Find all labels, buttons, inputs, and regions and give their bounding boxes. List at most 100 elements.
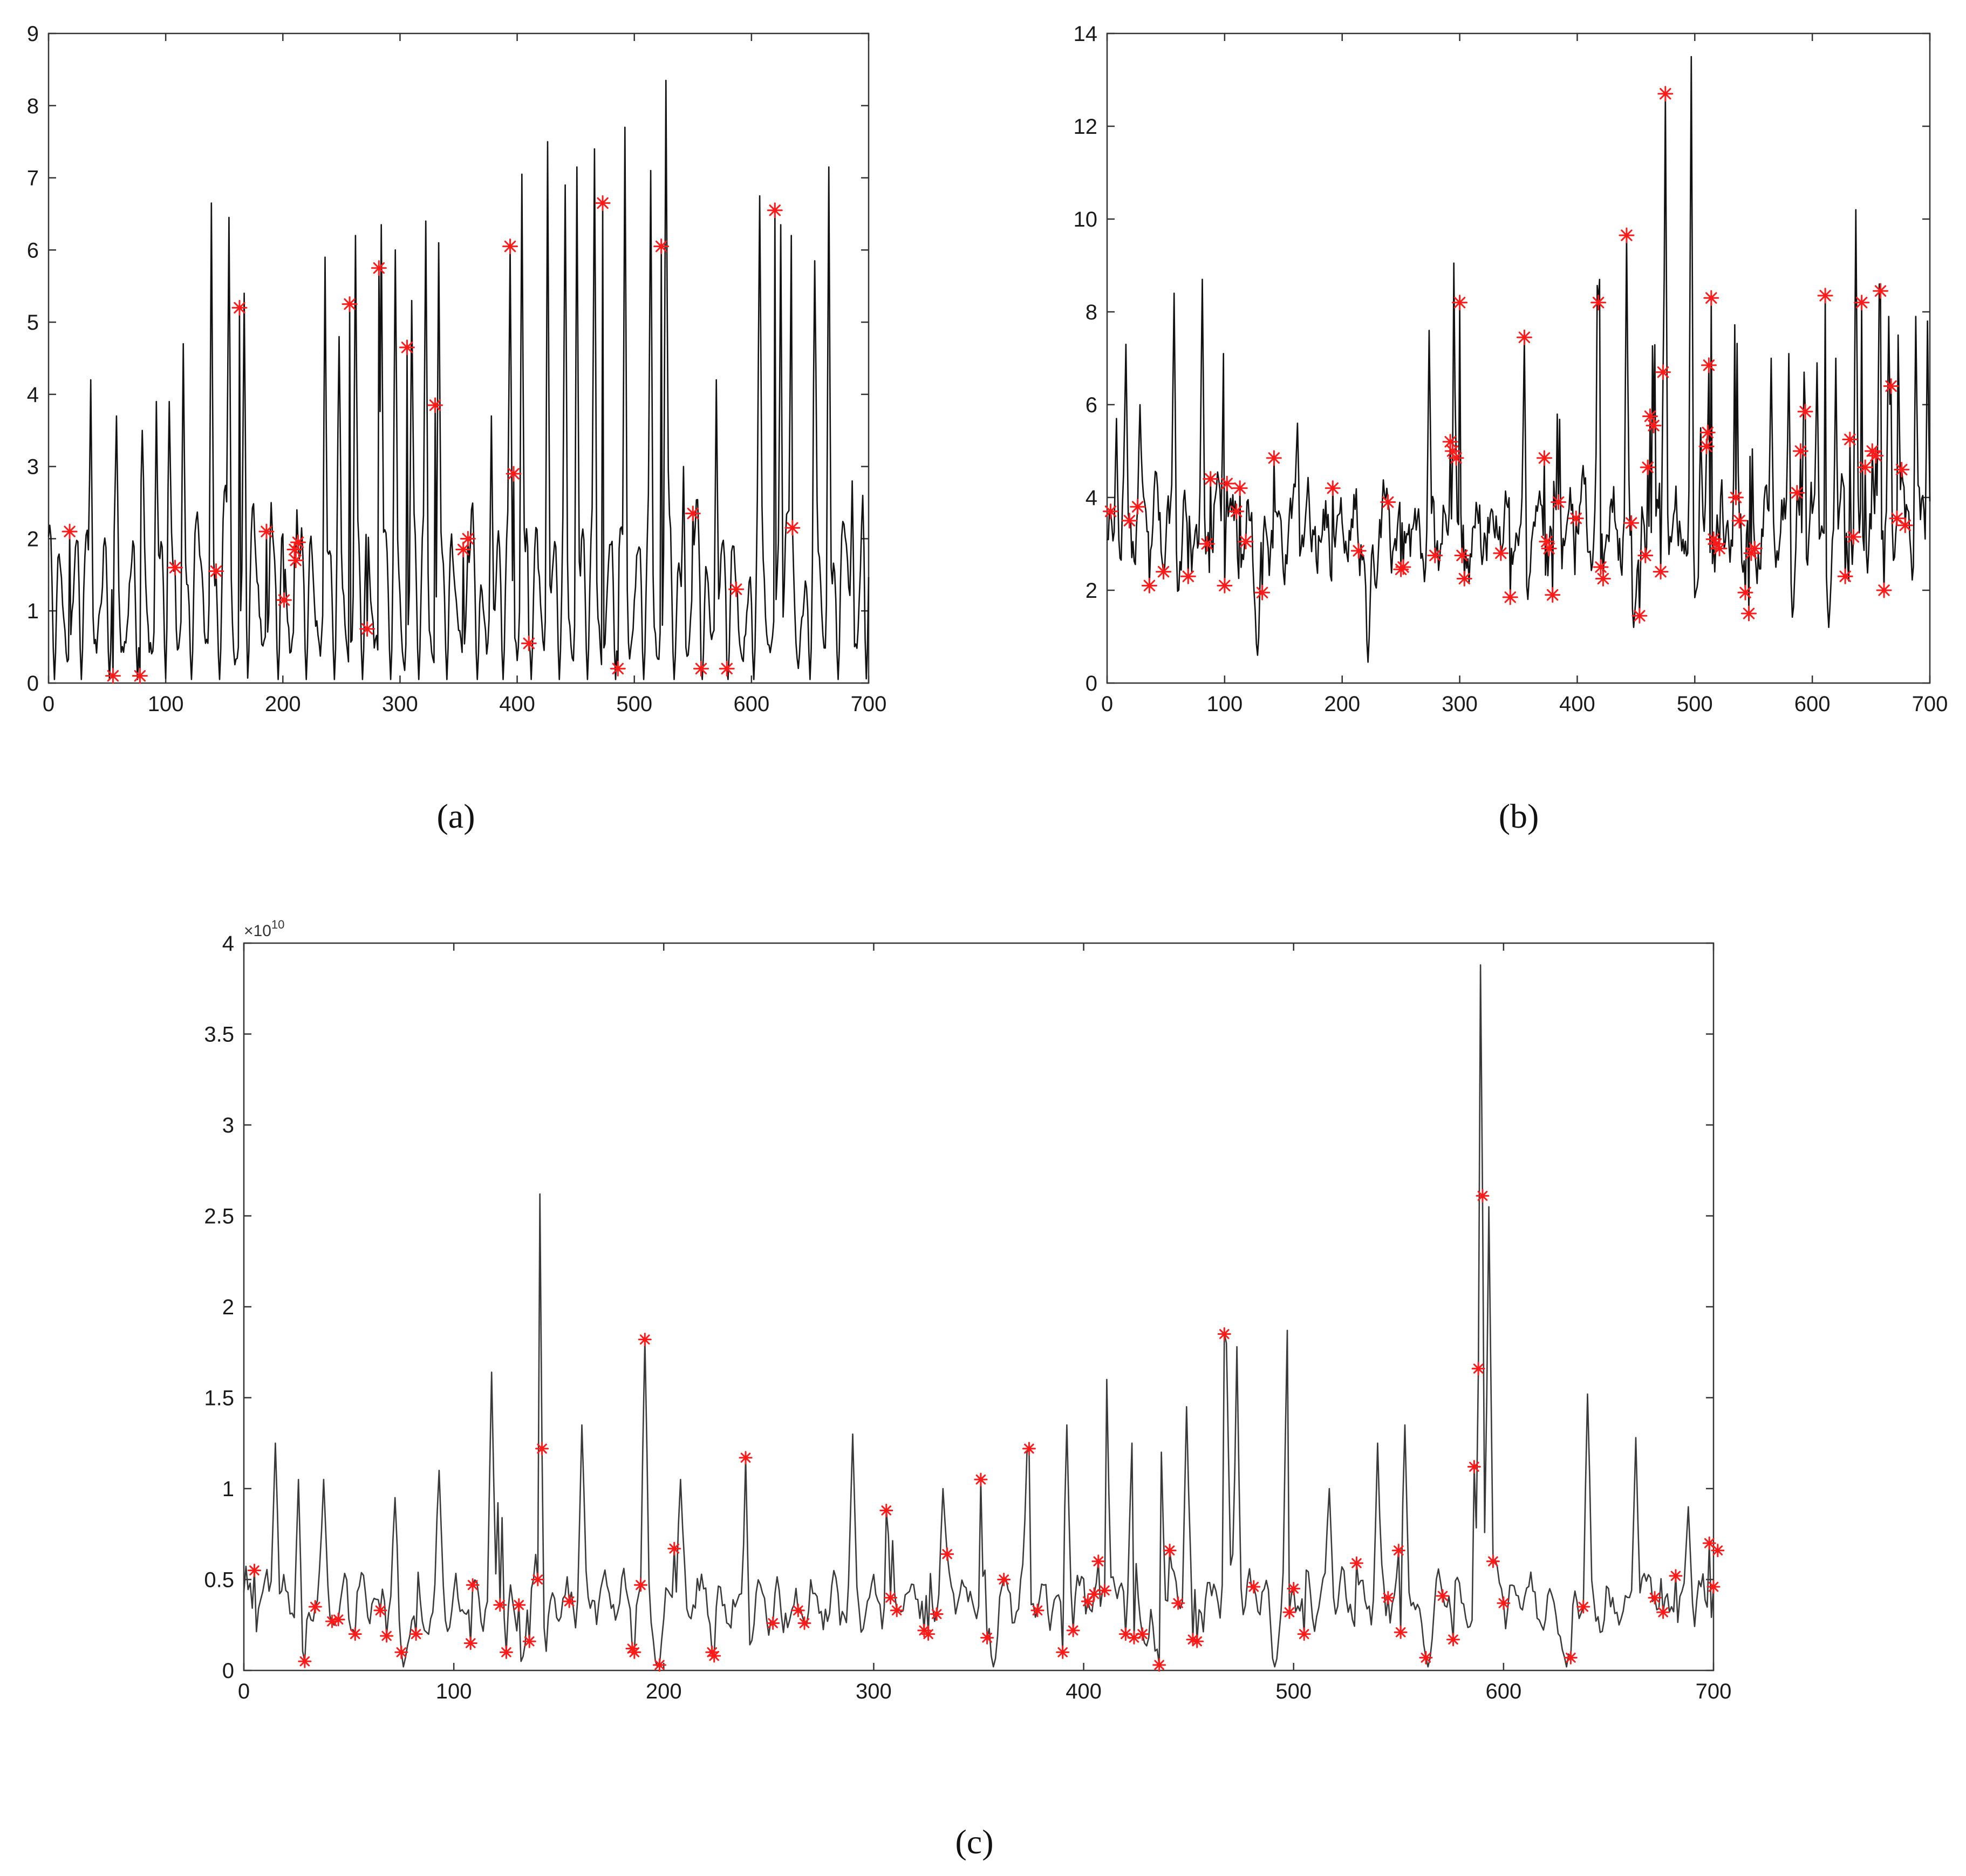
panel-c-x-tick-label: 600 — [1485, 1680, 1521, 1703]
panel-b-marker — [1619, 227, 1635, 243]
panel-c-marker — [1446, 1633, 1460, 1647]
panel-c-marker — [791, 1604, 805, 1618]
panel-a-marker — [276, 592, 292, 608]
panel-b-marker — [1238, 534, 1254, 550]
panel-c-marker-stroke — [1121, 1629, 1131, 1639]
panel-c-marker — [667, 1541, 681, 1556]
panel-c-marker-stroke — [636, 1580, 646, 1590]
panel-c-marker-stroke — [381, 1631, 392, 1641]
panel-b-marker — [1254, 584, 1271, 601]
panel-b-y-tick-label: 4 — [1086, 486, 1097, 510]
panel-a-marker-stroke — [344, 298, 356, 310]
panel-c-marker-stroke — [1477, 1191, 1488, 1201]
panel-b-marker-stroke — [1595, 561, 1607, 573]
panel-c-marker-stroke — [533, 1574, 543, 1585]
panel-b-marker — [1897, 517, 1913, 534]
panel-c-marker — [380, 1629, 394, 1643]
panel-b-marker-stroke — [1268, 452, 1280, 464]
panel-c-marker — [512, 1598, 526, 1612]
panel-a-marker — [427, 397, 443, 413]
panel-c-marker — [1471, 1362, 1485, 1376]
panel-c-marker — [879, 1503, 893, 1517]
panel-b-x-tick-label: 400 — [1559, 692, 1595, 716]
panel-b-marker-stroke — [1847, 531, 1860, 543]
panel-c-marker-stroke — [537, 1443, 547, 1454]
panel-b-marker-stroke — [1703, 359, 1715, 371]
panel-b-marker — [1854, 295, 1870, 311]
panel-b-marker-stroke — [1453, 297, 1466, 309]
panel-b-marker — [1883, 378, 1899, 394]
panel-a: 0 100 200 300 400 500 600 700 0 1 2 3 4 5 6 7 8 9 (a) — [27, 22, 887, 835]
panel-a-marker-stroke — [361, 623, 373, 635]
panel-a-marker — [342, 296, 358, 312]
panel-c-marker — [409, 1627, 423, 1641]
panel-c-marker-stroke — [1383, 1592, 1394, 1603]
panel-b-marker-stroke — [1570, 513, 1582, 524]
panel-b-marker — [1857, 459, 1873, 475]
panel-b-marker-stroke — [1640, 549, 1651, 562]
panel-a-x-tick-label: 300 — [382, 692, 418, 716]
panel-c-x-tick-label: 300 — [856, 1680, 892, 1703]
panel-c-marker — [1091, 1554, 1105, 1568]
panel-a-marker — [685, 506, 701, 522]
panel-c-marker-stroke — [975, 1474, 986, 1485]
panel-b-marker — [1698, 438, 1715, 454]
panel-b-x-tick-label: 300 — [1442, 692, 1478, 716]
panel-a-marker — [784, 520, 801, 536]
panel-b-marker — [1380, 494, 1396, 510]
panel-a-x-tick-label: 0 — [43, 692, 54, 716]
panel-c-marker-stroke — [709, 1650, 719, 1661]
panel-b-marker-stroke — [1660, 88, 1671, 100]
panel-c-marker-stroke — [1192, 1636, 1202, 1647]
panel-b-marker — [1889, 510, 1905, 527]
panel-c-marker — [980, 1631, 994, 1645]
panel-b-axes-frame — [1106, 32, 1931, 684]
panel-c-marker — [1648, 1591, 1662, 1605]
panel-a-marker-stroke — [462, 533, 474, 545]
panel-b-marker-stroke — [1799, 406, 1811, 418]
panel-a-marker — [693, 660, 709, 677]
panel-b-marker-stroke — [1705, 292, 1717, 304]
panel-a-marker-stroke — [134, 670, 146, 682]
panel-a-marker-stroke — [234, 302, 245, 314]
panel-a-marker — [62, 523, 78, 540]
panel-c-marker-stroke — [885, 1592, 896, 1603]
panel-b-series-line — [1107, 56, 1931, 663]
panel-b-marker — [1545, 587, 1561, 603]
panel-c-marker-stroke — [467, 1580, 478, 1590]
panel-b-caption: (b) — [1499, 797, 1539, 835]
panel-b-marker — [1711, 541, 1728, 557]
panel-c-marker-stroke — [1473, 1363, 1484, 1374]
panel-c-marker-stroke — [333, 1614, 344, 1625]
panel-c-marker — [522, 1634, 536, 1648]
panel-b-marker — [1427, 548, 1443, 563]
panel-c-marker — [535, 1442, 549, 1456]
panel-c-marker — [1576, 1600, 1590, 1614]
panel-a-marker-stroke — [292, 536, 304, 548]
panel-c-marker — [531, 1573, 545, 1586]
panel-b-marker — [1502, 589, 1518, 605]
panel-c-marker-stroke — [327, 1616, 337, 1627]
panel-c-marker — [1486, 1554, 1500, 1568]
panel-c-marker — [1287, 1581, 1301, 1595]
panel-c-marker — [463, 1636, 477, 1650]
panel-c-marker-stroke — [999, 1574, 1009, 1585]
panel-b-marker — [1837, 568, 1853, 584]
panel-c-y-tick-label: 4 — [222, 932, 234, 956]
panel-c-marker — [1669, 1569, 1683, 1583]
panel-c-marker-stroke — [514, 1600, 524, 1610]
panel-b-marker — [1217, 577, 1233, 594]
panel-a-marker — [231, 299, 248, 316]
panel-c-marker-stroke — [1448, 1634, 1458, 1645]
panel-a-y-tick-label: 8 — [27, 94, 39, 118]
panel-a-axes-frame — [47, 32, 870, 684]
panel-b-marker-stroke — [1541, 536, 1553, 548]
panel-b-marker-stroke — [1104, 506, 1117, 517]
panel-a-marker-stroke — [787, 522, 798, 534]
panel-c-marker-stroke — [524, 1636, 535, 1647]
panel-c-marker-stroke — [942, 1549, 952, 1559]
panel-b-marker — [1219, 475, 1235, 492]
panel-b-marker-stroke — [1701, 440, 1712, 453]
panel-a-y-tick-label: 0 — [27, 672, 39, 695]
panel-c-marker-stroke — [1566, 1653, 1576, 1663]
